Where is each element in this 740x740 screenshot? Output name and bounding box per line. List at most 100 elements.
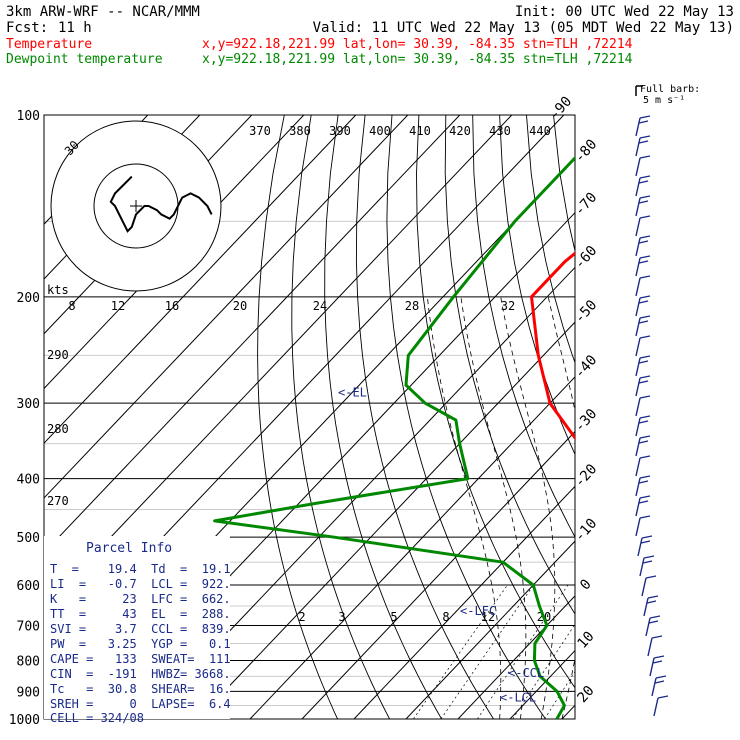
isotherm-label: -10 [572,516,601,546]
parcel-info-box: Parcel Info T = 19.4 Td = 19.1 LI = -0.7… [44,536,231,725]
dry-adiabat [526,115,575,364]
wind-barb [635,115,651,137]
isotherm-label: -40 [572,352,601,382]
isotherm-label: 10 [574,629,597,652]
wind-barb [635,235,651,257]
pressure-tick-label: 100 [17,109,40,124]
moist-adiabat-label: 12 [111,299,125,313]
parcel-row: CELL = 324/08 [50,711,144,725]
moist-adiabat-label: 8 [68,299,75,313]
mixing-ratio-line [544,670,575,719]
wind-barb [635,395,651,417]
wind-barb [635,355,651,377]
isotherm-label: -80 [572,137,601,167]
wind-barb [635,435,651,457]
isotherm-line [44,115,409,499]
wind-barb [635,495,651,517]
pressure-tick-label: 700 [17,619,40,634]
mixing-ratio-label: 12 [481,610,495,624]
isotherm-line [44,115,461,554]
wind-barb [649,655,665,677]
theta-label: 420 [449,124,471,138]
wind-barb [635,455,651,477]
parcel-row: SVI = 3.7 CCL = 839. [50,622,231,636]
forecast-label: Fcst: [6,20,48,36]
dry-adiabat [444,115,575,615]
wind-barb [637,535,653,557]
wind-barb [635,415,651,437]
isotherm-label: -30 [572,406,601,436]
isotherm-label: -60 [572,243,601,273]
mixing-ratio-label: 5 [390,610,397,624]
isotherm-label: -90 [546,94,575,124]
parcel-row: TT = 43 EL = 288. [50,607,231,621]
mixing-ratio-label: 8 [442,610,449,624]
wind-barb [635,275,651,297]
isotherm-line [301,430,575,719]
wind-barb [635,135,651,157]
isotherm-label: 20 [574,683,597,706]
level-annotation: <-CCL [508,666,544,680]
dry-adiabat [688,115,740,719]
isotherm-line [353,485,575,719]
isotherm-line [614,115,740,719]
isotherm-line [44,115,357,444]
barb-key-value: 5 m s⁻¹ [643,95,685,106]
wind-barb [645,615,661,637]
dry-adiabat [416,115,575,689]
wind-barb [635,315,651,337]
theta-label: 430 [489,124,511,138]
moist-adiabat [624,297,735,719]
dry-adiabat [291,115,391,719]
pressure-tick-label: 200 [17,291,40,306]
pressure-tick-label: 600 [17,579,40,594]
wind-barb [647,635,663,657]
wind-barb [635,255,651,277]
hodograph-unit-label: kts [47,283,69,297]
moist-adiabat-label: 16 [165,299,179,313]
parcel-row: K = 23 LFC = 662. [50,592,231,606]
pressure-tick-label: 1000 [9,713,40,728]
theta-e-label: 270 [47,494,69,508]
dry-adiabat [634,115,740,719]
theta-label: 380 [289,124,311,138]
parcel-row: LI = -0.7 LCL = 922. [50,577,231,591]
dry-adiabat [607,115,740,719]
isotherm-label: -70 [572,190,601,220]
wind-barb [635,515,651,537]
level-annotation: <-EL [338,385,367,399]
init-time: Init: 00 UTC Wed 22 May 13 [515,4,734,20]
pressure-tick-label: 800 [17,654,40,669]
theta-label: 390 [329,124,351,138]
pressure-tick-label: 300 [17,397,40,412]
isotherm-line [405,540,575,719]
theta-label: 370 [249,124,271,138]
dry-adiabat [580,115,740,719]
mixing-ratio-label: 3 [338,610,345,624]
parcel-row: Tc = 30.8 SHEAR= 16. [50,682,231,696]
isotherm-line [44,115,513,609]
legend-temperature-info: x,y=922.18,221.99 lat,lon= 30.39, -84.35… [202,37,633,52]
forecast-value: 11 h [58,20,92,36]
pressure-tick-label: 500 [17,531,40,546]
moist-adiabat [460,296,527,719]
moist-adiabat [500,296,556,719]
wind-barb [635,375,651,397]
theta-label: 400 [369,124,391,138]
legend-dewpoint-info: x,y=922.18,221.99 lat,lon= 30.39, -84.35… [202,52,633,67]
parcel-row: PW = 3.25 YGP = 0.1 [50,637,231,651]
isotherm-line [145,266,575,719]
parcel-info-title: Parcel Info [86,541,172,556]
mixing-ratio-line [512,623,575,719]
legend-temperature-name: Temperature [6,37,92,52]
wind-barb [643,595,659,617]
pressure-tick-label: 400 [17,473,40,488]
theta-e-label: 280 [47,422,69,436]
temperature-profile [530,251,575,441]
isotherm-line [249,376,575,719]
wind-barb [635,155,651,177]
dry-adiabat [661,115,740,719]
moist-adiabat-label: 20 [233,299,247,313]
wind-barb [635,215,651,237]
